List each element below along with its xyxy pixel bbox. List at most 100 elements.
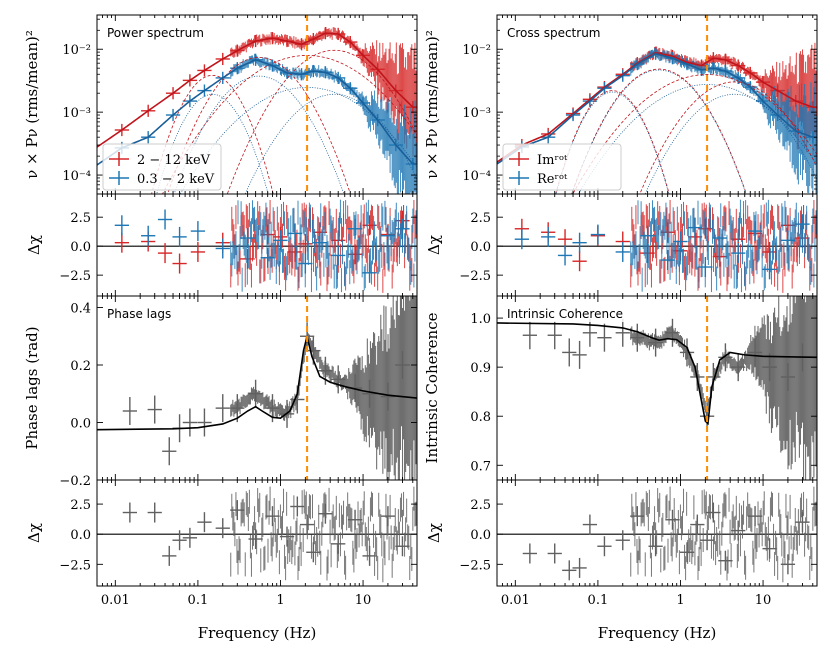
x-tick-label: 10: [755, 593, 772, 608]
y-tick-label: 0.0: [70, 417, 91, 432]
panel-plot-area: [97, 486, 417, 583]
model-component: [244, 93, 417, 194]
y-tick-label: 0.0: [470, 528, 491, 543]
y-tick-label: 10⁻³: [62, 106, 91, 121]
x-tick-label: 1: [676, 593, 684, 608]
panel-power: 10⁻⁴ 10⁻³ 10⁻² ν × Pν (rms/mean)² Power spec…: [23, 14, 418, 195]
y-tick-label: 10⁻³: [462, 106, 491, 121]
x-tick-label: 1: [276, 593, 284, 608]
model-curve: [97, 32, 417, 148]
y-tick-label: 10⁻²: [462, 43, 491, 58]
y-tick-label: 0.0: [470, 240, 491, 255]
panel-title: Power spectrum: [107, 26, 204, 40]
y-tick-label: 2.5: [70, 211, 91, 226]
panel-title: Phase lags: [107, 307, 171, 321]
x-axis-label: Frequency (Hz): [198, 624, 317, 642]
x-tick-label: 0.01: [101, 593, 130, 608]
legend-entry: Imʳᵒᵗ: [537, 153, 568, 168]
panel-plot-area: [497, 199, 817, 293]
panel-title: Intrinsic Coherence: [507, 307, 623, 321]
y-tick-label: 0.8: [470, 410, 491, 425]
x-tick-label: 0.1: [188, 593, 209, 608]
model-component: [571, 68, 747, 194]
y-tick-label: −2.5: [59, 558, 91, 573]
model-component: [173, 75, 345, 194]
model-curve: [97, 59, 417, 166]
panel-plot-area: [97, 199, 417, 293]
y-tick-label: 2.5: [470, 498, 491, 513]
panel-resid1: −2.5 0.0 2.5 Δχ: [25, 193, 418, 297]
y-tick-label: 0.0: [70, 528, 91, 543]
panel-title-bg: [504, 306, 626, 322]
model-line: [497, 322, 817, 426]
model-component: [167, 56, 351, 194]
y-tick-label: 0.9: [470, 361, 491, 376]
y-tick-label: 0.0: [70, 240, 91, 255]
model-component: [639, 81, 817, 194]
legend-entry: 2 − 12 keV: [137, 153, 211, 168]
y-axis-label: Δχ: [25, 523, 43, 543]
model-component: [151, 74, 274, 194]
panel-resid3: 0.01 0.1 1 10 −2.5 0.0 2.5 Δχ Frequency (Hz): [25, 479, 418, 642]
y-axis-label: Phase lags (rad): [23, 326, 41, 449]
panel-plot-area: [497, 486, 817, 583]
panel-coherence: 0.7 0.8 0.9 1.0 Intrinsic Coherence Intrinsic…: [423, 295, 818, 481]
model-curve: [497, 52, 817, 163]
legend-entry: 0.3 − 2 keV: [137, 172, 215, 187]
series-re-: [514, 199, 817, 293]
model-component: [179, 86, 417, 194]
series-data: [122, 296, 417, 480]
legend-entry: Reʳᵒᵗ: [537, 172, 568, 187]
y-axis-label: Δχ: [425, 523, 443, 543]
model-component: [226, 49, 417, 194]
x-tick-label: 0.1: [588, 593, 609, 608]
series-re-: [514, 47, 817, 194]
legend-box: [502, 143, 622, 191]
y-tick-label: 2.5: [470, 211, 491, 226]
y-tick-label: 0.2: [70, 359, 91, 374]
model-component: [156, 93, 269, 194]
y-tick-label: 1.0: [470, 312, 491, 327]
model-component: [644, 93, 817, 194]
y-tick-label: 10⁻⁴: [62, 169, 91, 184]
panel-plot-area: [97, 15, 417, 194]
panel-frame: [496, 479, 818, 587]
y-axis-label: Intrinsic Coherence: [423, 312, 441, 463]
y-tick-label: −2.5: [59, 269, 91, 284]
x-axis-label: Frequency (Hz): [598, 624, 717, 642]
model-component: [572, 74, 817, 194]
model-line: [97, 336, 417, 431]
y-tick-label: −2.5: [459, 269, 491, 284]
panel-plot-area: [97, 296, 417, 480]
series-data: [522, 486, 817, 583]
panel-frame: [96, 479, 418, 587]
y-tick-label: 0.4: [70, 302, 91, 317]
x-tick-label: 0.01: [501, 593, 530, 608]
y-tick-label: 10⁻⁴: [462, 169, 491, 184]
model-component: [161, 55, 417, 194]
model-component: [571, 69, 747, 194]
x-tick-label: 10: [355, 593, 372, 608]
series-0-3-2-kev: [114, 199, 417, 293]
panel-resid4: 0.01 0.1 1 10 −2.5 0.0 2.5 Δχ Frequency (Hz): [425, 479, 818, 642]
series-data: [122, 486, 417, 583]
y-tick-label: 2.5: [70, 498, 91, 513]
y-axis-label: ν × Pν (rms/mean)²: [23, 30, 41, 179]
panel-cross: 10⁻⁴ 10⁻³ 10⁻² ν × Pν (rms/mean)² Cross spec…: [423, 14, 818, 195]
y-axis-label: Δχ: [425, 235, 443, 255]
legend-box: [102, 143, 222, 191]
y-tick-label: −0.2: [59, 474, 91, 489]
model-curve: [497, 52, 817, 165]
model-component: [555, 90, 670, 194]
y-axis-label: ν × Pν (rms/mean)²: [423, 30, 441, 179]
panel-resid2: −2.5 0.0 2.5 Δχ: [425, 193, 818, 297]
panel-lags: −0.2 0.0 0.2 0.4 Phase lags (rad) Phase lags: [23, 295, 418, 489]
y-tick-label: −2.5: [459, 558, 491, 573]
model-component: [555, 91, 670, 194]
panel-plot-area: [497, 15, 817, 194]
panel-plot-area: [497, 296, 817, 480]
y-tick-label: 0.7: [470, 459, 491, 474]
y-axis-label: Δχ: [25, 235, 43, 255]
panel-title: Cross spectrum: [507, 26, 601, 40]
